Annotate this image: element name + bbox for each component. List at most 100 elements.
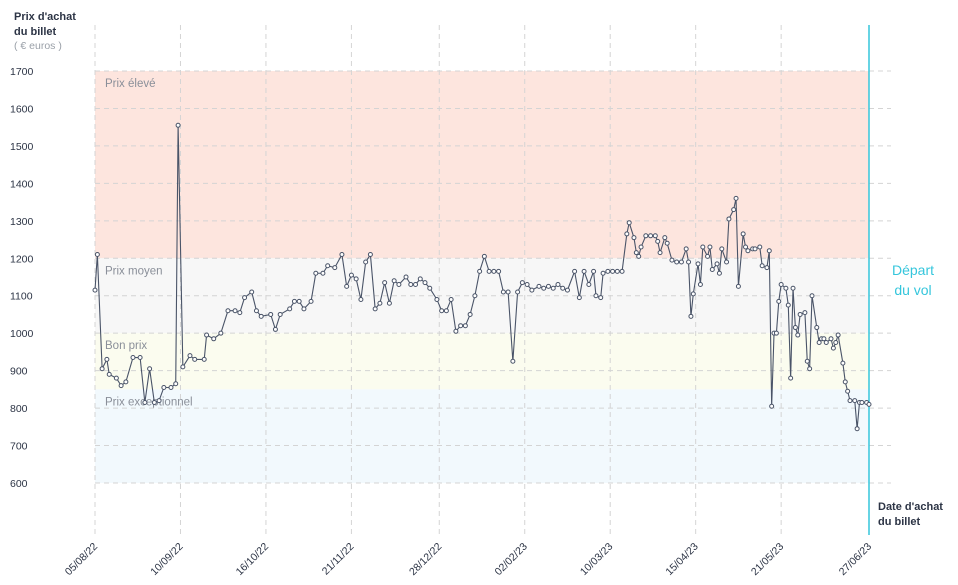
departure-label: Départ (892, 262, 934, 278)
price-point (707, 244, 713, 250)
price-point (382, 280, 388, 286)
price-band (95, 389, 869, 483)
price-point (619, 268, 625, 274)
price-point (358, 296, 364, 302)
price-point (344, 283, 350, 289)
price-point (524, 281, 530, 287)
price-point (769, 403, 775, 409)
price-point (852, 398, 858, 404)
price-point (408, 281, 414, 287)
y-axis-title: du billet (14, 26, 57, 38)
price-point (705, 253, 711, 259)
price-point (296, 298, 302, 304)
price-point (572, 268, 578, 274)
price-point (845, 388, 851, 394)
price-point (320, 270, 326, 276)
price-point (624, 231, 630, 237)
price-point (716, 270, 722, 276)
x-tick-label: 21/05/23 (749, 541, 786, 578)
price-point (113, 375, 119, 381)
price-point (232, 308, 238, 314)
x-tick-label: 10/09/22 (148, 541, 185, 578)
price-point (187, 353, 193, 359)
price-point (724, 259, 730, 265)
price-point (413, 281, 419, 287)
price-point (180, 364, 186, 370)
price-point (496, 268, 502, 274)
price-point (237, 310, 243, 316)
price-point (173, 381, 179, 387)
price-point (764, 265, 770, 271)
band-label: Bon prix (105, 340, 147, 352)
price-point (104, 356, 110, 362)
x-tick-label: 27/06/23 (837, 541, 874, 578)
price-point (313, 270, 319, 276)
price-point (458, 323, 464, 329)
price-point (491, 268, 497, 274)
price-point (835, 332, 841, 338)
price-point (272, 326, 278, 332)
price-point (735, 283, 741, 289)
price-point (258, 313, 264, 319)
price-point (842, 379, 848, 385)
price-point (790, 285, 796, 291)
price-point (866, 401, 872, 407)
band-label: Prix élevé (105, 78, 156, 90)
price-point (814, 325, 820, 331)
price-point (816, 340, 822, 346)
price-point (363, 259, 369, 265)
price-point (106, 371, 112, 377)
price-point (481, 253, 487, 259)
price-point (147, 366, 153, 372)
price-point (505, 289, 511, 295)
price-point (733, 195, 739, 201)
price-point (192, 356, 198, 362)
price-point (325, 263, 331, 269)
price-point (427, 285, 433, 291)
price-point (709, 267, 715, 273)
price-point (462, 323, 468, 329)
price-point (821, 336, 827, 342)
y-tick-label: 1200 (10, 253, 34, 265)
price-point (859, 399, 865, 405)
price-point (807, 366, 813, 372)
price-point (785, 302, 791, 308)
price-point (403, 274, 409, 280)
price-point (695, 261, 701, 267)
price-point (576, 295, 582, 301)
price-point (242, 295, 248, 301)
price-point (773, 330, 779, 336)
price-point (586, 281, 592, 287)
price-point (130, 355, 136, 361)
price-point (161, 384, 167, 390)
price-point (249, 289, 255, 295)
price-point (591, 268, 597, 274)
price-point (123, 379, 129, 385)
x-tick-label: 05/08/22 (63, 541, 100, 578)
price-point (500, 289, 506, 295)
price-point (386, 300, 392, 306)
price-point (204, 332, 210, 338)
y-tick-label: 600 (10, 478, 28, 490)
price-point (92, 287, 98, 293)
y-tick-label: 900 (10, 366, 28, 378)
price-point (550, 285, 556, 291)
y-tick-label: 1500 (10, 141, 34, 153)
price-point (353, 276, 359, 282)
price-point (605, 268, 611, 274)
price-point (697, 281, 703, 287)
price-point (788, 375, 794, 381)
x-tick-label: 21/11/22 (320, 541, 357, 578)
y-axis-unit: ( € euros ) (14, 40, 62, 52)
price-point (137, 355, 143, 361)
x-axis-title: du billet (878, 516, 921, 528)
departure-label: du vol (894, 282, 931, 298)
price-point (467, 311, 473, 317)
price-point (719, 246, 725, 252)
price-point (823, 340, 829, 346)
price-point (802, 310, 808, 316)
price-point (847, 398, 853, 404)
y-tick-label: 1000 (10, 328, 34, 340)
price-point (766, 248, 772, 254)
